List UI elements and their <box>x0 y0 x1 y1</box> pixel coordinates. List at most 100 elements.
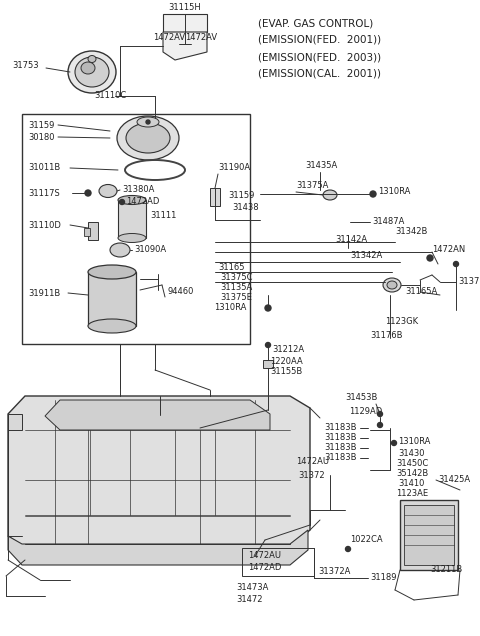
Bar <box>263 360 273 368</box>
Circle shape <box>377 411 383 417</box>
Polygon shape <box>8 414 22 430</box>
Text: 31453B: 31453B <box>345 392 377 401</box>
Ellipse shape <box>139 405 181 425</box>
Ellipse shape <box>117 116 179 160</box>
Circle shape <box>85 190 91 196</box>
Ellipse shape <box>118 233 146 242</box>
Text: 31155B: 31155B <box>270 368 302 377</box>
Ellipse shape <box>88 55 96 62</box>
Text: 31380A: 31380A <box>122 186 155 195</box>
Ellipse shape <box>130 401 190 429</box>
Text: 31473A: 31473A <box>236 583 268 591</box>
Text: 1310RA: 1310RA <box>398 436 431 445</box>
Text: 31342A: 31342A <box>350 251 382 259</box>
Text: 1472AN: 1472AN <box>432 245 465 254</box>
Text: 31183B: 31183B <box>324 453 357 462</box>
Text: 31183B: 31183B <box>324 443 357 452</box>
Text: 31190A: 31190A <box>218 163 250 172</box>
Bar <box>88 222 98 240</box>
Circle shape <box>377 422 383 427</box>
Text: 31142A: 31142A <box>335 235 367 244</box>
Text: 31110C: 31110C <box>94 92 126 100</box>
Text: 31438: 31438 <box>232 204 259 212</box>
Text: 1472AV: 1472AV <box>153 34 185 43</box>
Text: 31211B: 31211B <box>430 565 462 574</box>
Ellipse shape <box>68 51 116 93</box>
Ellipse shape <box>110 243 130 257</box>
Bar <box>88 272 136 326</box>
Ellipse shape <box>118 195 146 205</box>
Text: 31110D: 31110D <box>28 221 61 230</box>
Text: 1220AA: 1220AA <box>270 357 303 366</box>
Text: 1123AE: 1123AE <box>396 490 428 499</box>
Text: 31472: 31472 <box>236 595 263 604</box>
Text: 31450C: 31450C <box>396 459 428 469</box>
Text: (EVAP. GAS CONTROL): (EVAP. GAS CONTROL) <box>258 18 373 28</box>
Bar <box>242 548 314 576</box>
Ellipse shape <box>88 319 136 333</box>
Text: 1472AU: 1472AU <box>248 551 281 560</box>
Bar <box>22 114 250 344</box>
Text: 31753: 31753 <box>12 60 38 69</box>
Bar <box>163 14 207 32</box>
Text: 31165A: 31165A <box>405 287 437 296</box>
Text: 1472AV: 1472AV <box>185 34 217 43</box>
Text: 31090A: 31090A <box>134 245 166 254</box>
Bar <box>84 228 90 236</box>
Text: 1123GK: 1123GK <box>385 317 418 326</box>
Text: 31372: 31372 <box>298 471 324 481</box>
Text: 31189: 31189 <box>370 574 396 583</box>
Ellipse shape <box>75 57 109 87</box>
Text: 31183B: 31183B <box>324 424 357 432</box>
Text: 31372A: 31372A <box>318 567 350 576</box>
Ellipse shape <box>323 190 337 200</box>
Text: 1472AD: 1472AD <box>126 198 159 207</box>
Circle shape <box>346 546 350 551</box>
Text: 35142B: 35142B <box>396 469 428 478</box>
Text: 31375C: 31375C <box>220 273 252 282</box>
Text: 31435A: 31435A <box>305 160 337 170</box>
Text: 31183B: 31183B <box>324 434 357 443</box>
Text: 31212A: 31212A <box>272 345 304 354</box>
Text: 31111: 31111 <box>150 212 176 221</box>
Ellipse shape <box>81 62 95 74</box>
Text: 31159: 31159 <box>228 191 254 200</box>
Text: 31425A: 31425A <box>438 476 470 485</box>
Text: 31430: 31430 <box>398 450 424 459</box>
Text: 31342B: 31342B <box>395 228 427 237</box>
Ellipse shape <box>88 265 136 279</box>
Text: 31375A: 31375A <box>296 181 328 190</box>
Text: 31410: 31410 <box>398 480 424 488</box>
Polygon shape <box>8 530 308 565</box>
Ellipse shape <box>137 117 159 127</box>
Text: 31135A: 31135A <box>220 284 252 293</box>
Circle shape <box>392 441 396 445</box>
Ellipse shape <box>383 278 401 292</box>
Polygon shape <box>45 400 270 430</box>
Ellipse shape <box>126 123 170 153</box>
Ellipse shape <box>99 184 117 198</box>
Bar <box>404 505 454 565</box>
Polygon shape <box>8 396 310 548</box>
Text: 31117S: 31117S <box>28 188 60 198</box>
Text: 1472AU: 1472AU <box>296 457 329 466</box>
Text: 31165: 31165 <box>218 263 244 272</box>
Text: (EMISSION(FED.  2001)): (EMISSION(FED. 2001)) <box>258 35 381 45</box>
Text: 31159: 31159 <box>28 120 54 130</box>
Text: 1472AD: 1472AD <box>248 562 281 572</box>
Polygon shape <box>163 32 207 60</box>
Text: (EMISSION(CAL.  2001)): (EMISSION(CAL. 2001)) <box>258 69 381 79</box>
Text: 31911B: 31911B <box>28 289 60 298</box>
Text: 1129AD: 1129AD <box>349 406 382 415</box>
Ellipse shape <box>387 281 397 289</box>
Text: 31375: 31375 <box>458 277 480 286</box>
Circle shape <box>146 120 150 124</box>
Text: 31375E: 31375E <box>220 293 252 303</box>
Text: 31115H: 31115H <box>168 4 202 13</box>
Circle shape <box>265 343 271 347</box>
Text: 31487A: 31487A <box>372 218 404 226</box>
Bar <box>210 188 220 206</box>
Text: 1310RA: 1310RA <box>214 303 246 312</box>
Text: 30180: 30180 <box>28 132 55 141</box>
Circle shape <box>427 255 433 261</box>
